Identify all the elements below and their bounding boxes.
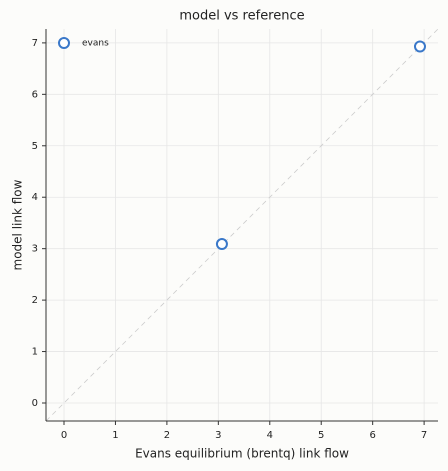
- x-tick-label: 0: [61, 430, 67, 441]
- y-tick-label: 0: [32, 398, 38, 409]
- point: [413, 40, 426, 53]
- legend-marker: [58, 37, 70, 49]
- y-tick-label: 3: [32, 244, 38, 255]
- y-tick-label: 6: [32, 89, 38, 100]
- y-tick-label: 7: [32, 38, 38, 49]
- x-tick-label: 4: [267, 430, 273, 441]
- x-tick-label: 3: [215, 430, 221, 441]
- y-tick-label: 2: [32, 295, 38, 306]
- x-tick-label: 5: [318, 430, 324, 441]
- y-tick-label: 4: [32, 192, 38, 203]
- x-tick-label: 2: [164, 430, 170, 441]
- y-tick-label: 1: [32, 347, 38, 358]
- x-tick-label: 6: [369, 430, 375, 441]
- chart-title: model vs reference: [179, 9, 304, 24]
- y-axis-label: model link flow: [11, 179, 25, 270]
- y-tick-label: 5: [32, 141, 38, 152]
- x-tick-label: 7: [421, 430, 427, 441]
- point: [215, 238, 228, 251]
- x-tick-label: 1: [112, 430, 118, 441]
- x-axis-label: Evans equilibrium (brentq) link flow: [135, 447, 349, 461]
- reference-diagonal: [45, 28, 439, 422]
- legend-label: evans: [82, 39, 109, 49]
